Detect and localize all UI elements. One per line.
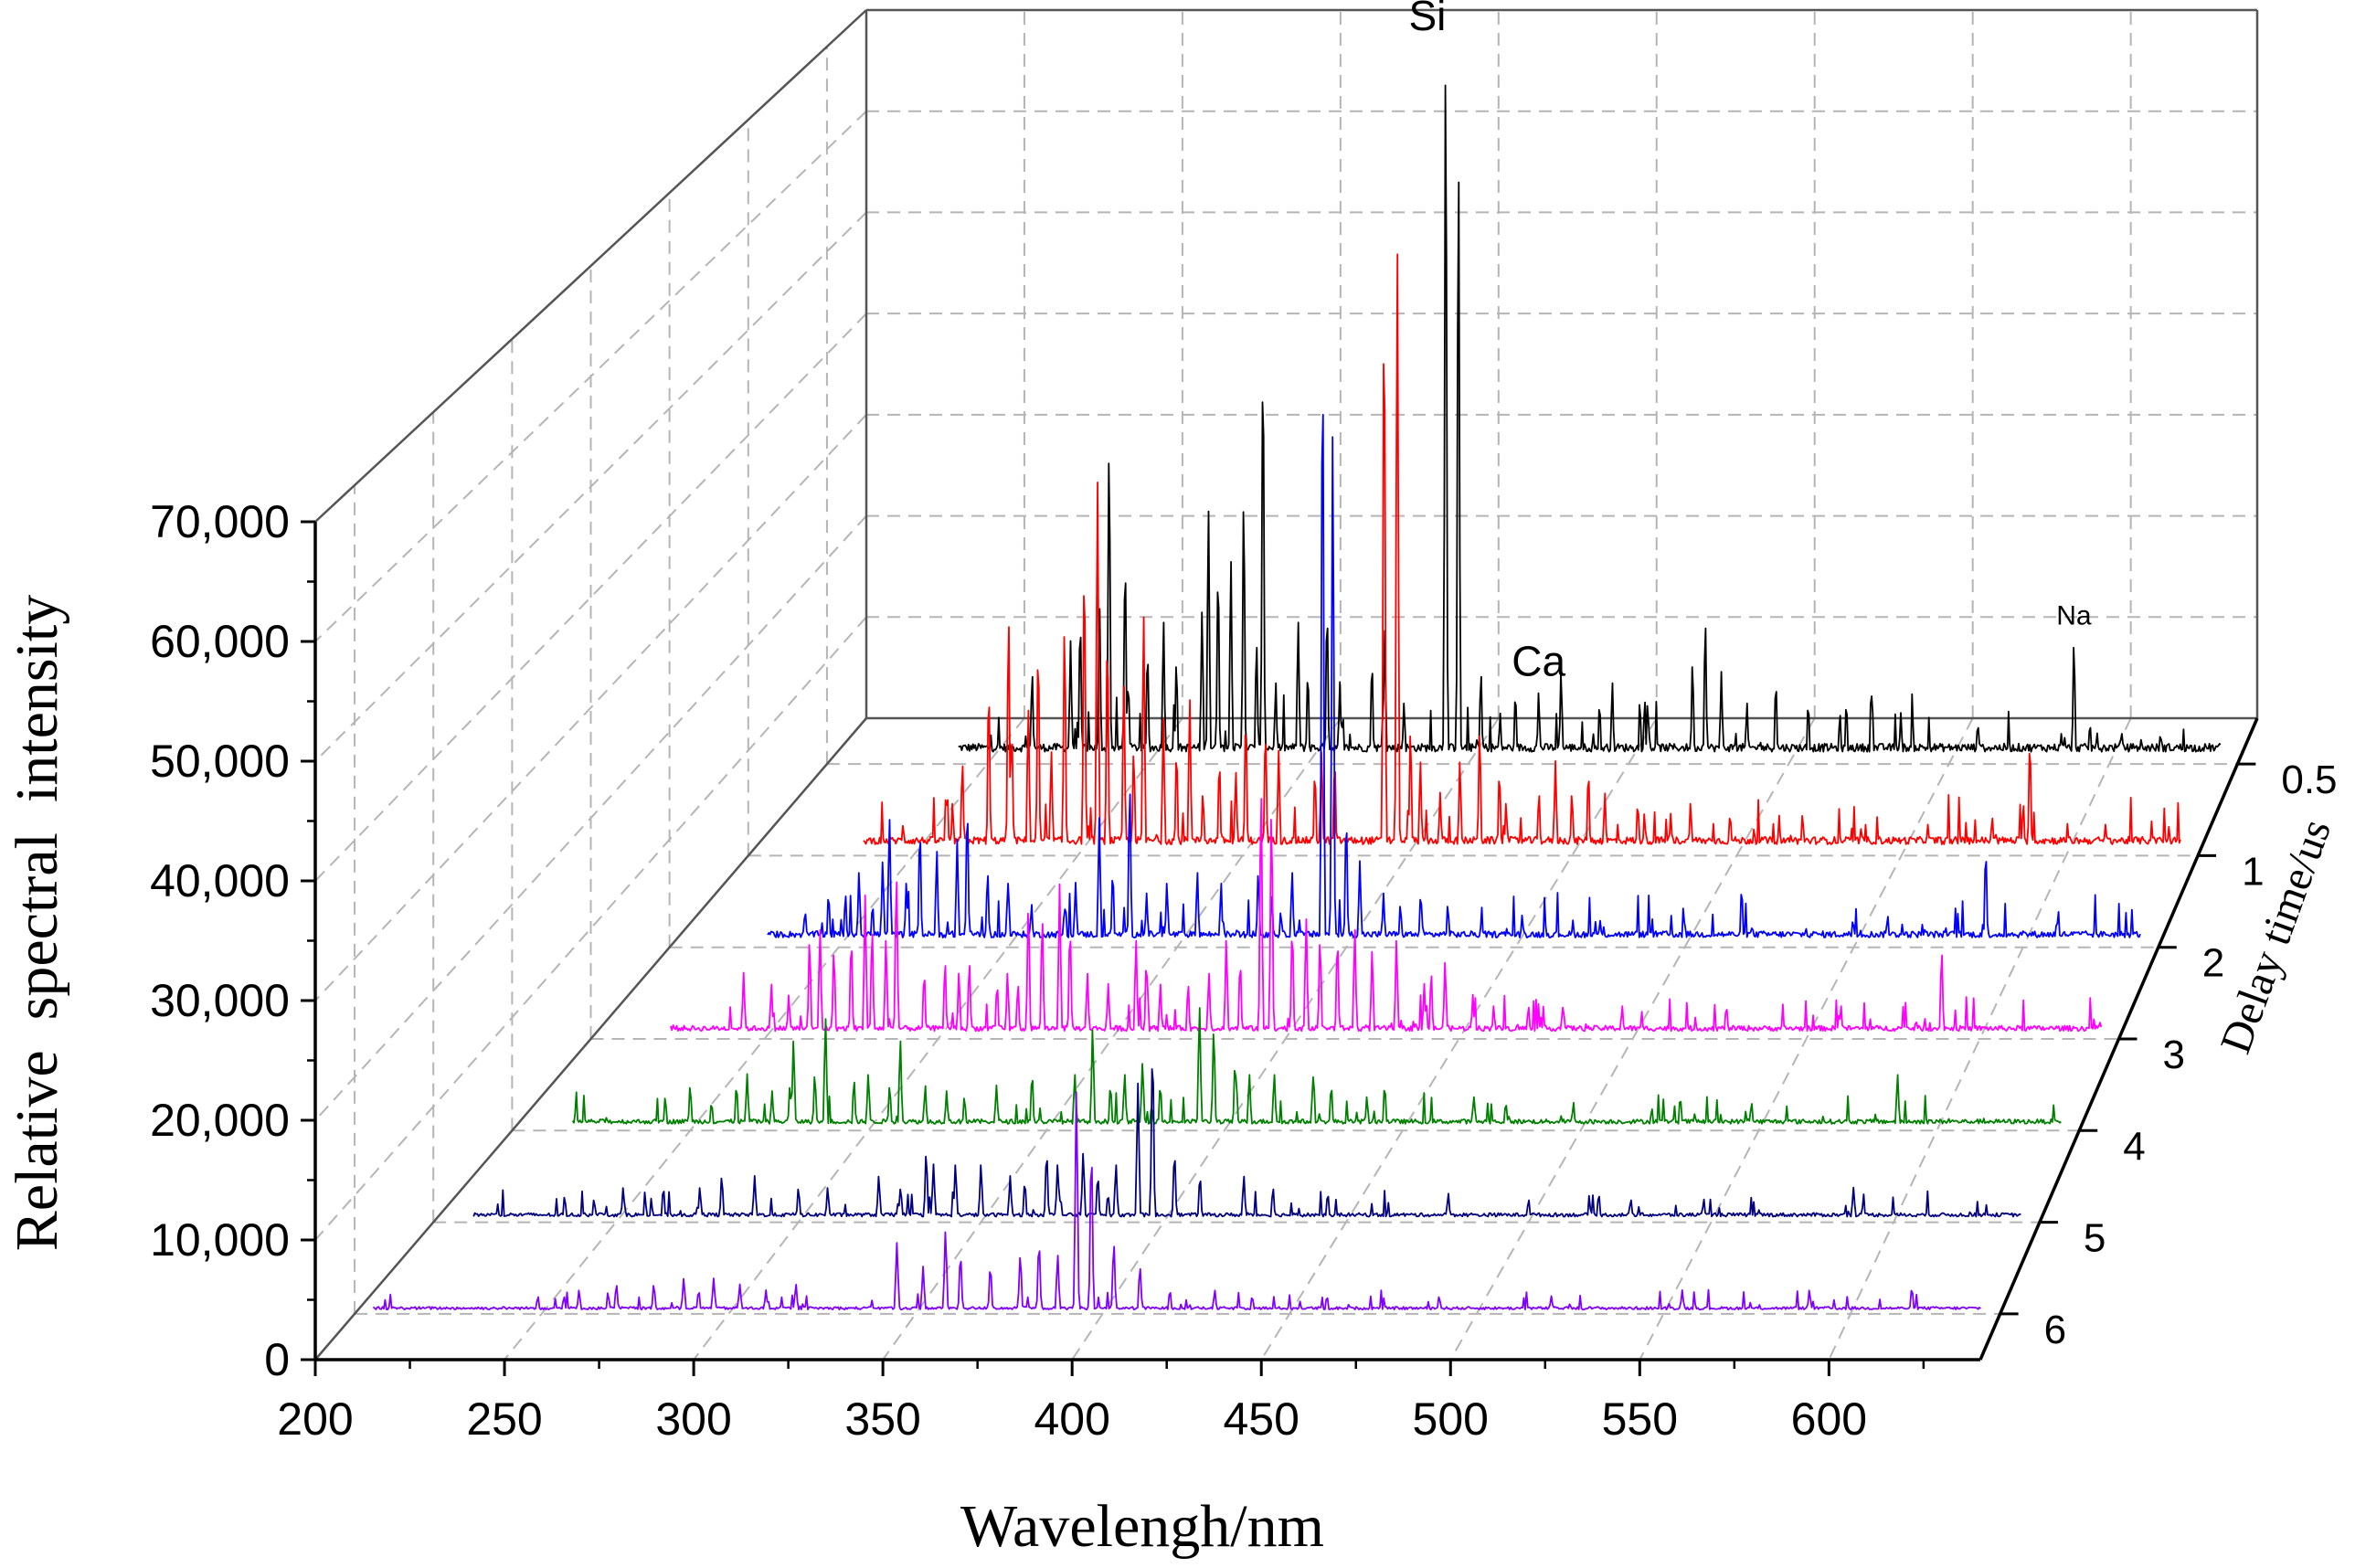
axis-ticks (301, 520, 2256, 1376)
depth-tick-label: 0.5 (2281, 758, 2337, 802)
depth-tick-label: 5 (2084, 1216, 2106, 1261)
side-grid-h (314, 414, 867, 1001)
annotation-na: Na (2056, 601, 2092, 631)
series-line-0.5 (958, 84, 2222, 753)
z-tick-label: 30,000 (150, 975, 290, 1026)
z-tick-label: 10,000 (150, 1214, 290, 1266)
series-line-2 (767, 413, 2141, 938)
floor-grid-v (1828, 717, 2132, 1361)
x-tick-label: 250 (466, 1393, 542, 1445)
x-tick-label: 500 (1413, 1393, 1489, 1445)
tick-labels: 200 250 300 350 400 450 500 550 600 0 10,000 20,000… (150, 496, 2337, 1445)
depth-tick-label: 1 (2242, 849, 2264, 894)
grid-lines (314, 9, 2257, 1361)
series-line-5 (472, 1068, 2021, 1218)
x-tick-label: 550 (1602, 1393, 1678, 1445)
x-tick-label: 200 (277, 1393, 353, 1445)
annotation-si: Si (1408, 0, 1446, 39)
floor-grid-v (504, 717, 1025, 1361)
left-top-edge (314, 9, 867, 523)
z-tick-label: 20,000 (150, 1095, 290, 1146)
series-line-4 (571, 1007, 2062, 1125)
series-line-1 (863, 253, 2181, 845)
x-axis-title: Wavelengh/nm (960, 1493, 1324, 1560)
series-line-6 (372, 1091, 1981, 1311)
x-tick-label: 350 (844, 1393, 920, 1445)
z-tick-label: 40,000 (150, 855, 290, 906)
annotation-ca: Ca (1512, 638, 1565, 685)
z-tick-label: 60,000 (150, 616, 290, 667)
z-axis-title: Relative spectral intensity (4, 595, 70, 1251)
depth-tick-label: 3 (2163, 1033, 2185, 1077)
floor-grid-v (1639, 717, 1974, 1361)
x-tick-label: 600 (1791, 1393, 1867, 1445)
left-bottom-edge (314, 717, 867, 1361)
depth-tick-label: 4 (2123, 1124, 2145, 1169)
x-tick-label: 450 (1224, 1393, 1299, 1445)
z-tick-label: 50,000 (150, 736, 290, 787)
spectra-series (372, 84, 2222, 1311)
series-line-3 (670, 798, 2103, 1033)
depth-tick-label: 2 (2202, 941, 2224, 986)
x-tick-label: 300 (655, 1393, 731, 1445)
side-grid-h (314, 616, 867, 1241)
depth-axis-title: Delay time/us (2212, 813, 2340, 1060)
x-tick-label: 400 (1034, 1393, 1109, 1445)
z-tick-label: 0 (264, 1334, 290, 1385)
depth-tick-label: 6 (2044, 1308, 2066, 1352)
peak-annotations: Si Ca Na (1408, 0, 2091, 685)
z-tick-label: 70,000 (150, 496, 290, 547)
side-grid-h (314, 313, 867, 882)
